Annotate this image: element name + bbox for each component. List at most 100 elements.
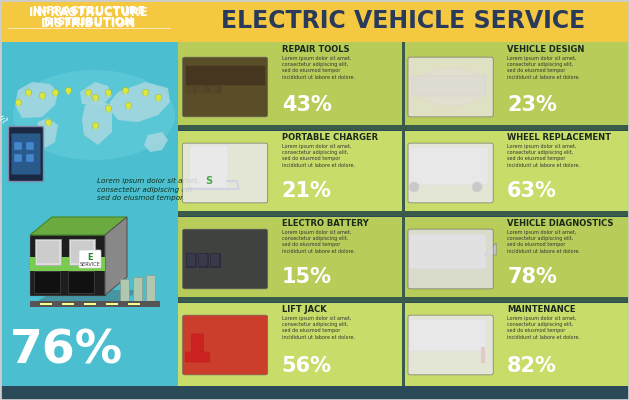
Text: 43%: 43% (282, 95, 331, 115)
Polygon shape (110, 82, 170, 122)
Text: DISTRIBUTION: DISTRIBUTION (45, 17, 133, 27)
FancyBboxPatch shape (146, 275, 155, 301)
FancyBboxPatch shape (178, 211, 629, 216)
FancyBboxPatch shape (211, 86, 214, 93)
FancyBboxPatch shape (402, 300, 405, 386)
Text: INFRASTRUCTURE: INFRASTRUCTURE (29, 6, 149, 19)
Circle shape (409, 182, 419, 192)
Text: ELECTRIC VEHICLE SERVICE: ELECTRIC VEHICLE SERVICE (221, 9, 586, 33)
FancyBboxPatch shape (30, 257, 105, 271)
Text: 78%: 78% (507, 267, 557, 287)
Polygon shape (15, 82, 58, 118)
Polygon shape (80, 82, 112, 105)
Text: Lorem ipsum dolor sit amet,
consectetur adipiscing elit,
sed do eiusmod tempor
i: Lorem ipsum dolor sit amet, consectetur … (507, 144, 580, 168)
Polygon shape (36, 118, 58, 148)
FancyBboxPatch shape (11, 134, 40, 174)
Text: Lorem ipsum dolor sit amet,
consectetur adipiscing elit,
sed do eiusmod tempor
i: Lorem ipsum dolor sit amet, consectetur … (507, 56, 580, 80)
FancyBboxPatch shape (186, 253, 196, 267)
FancyBboxPatch shape (62, 303, 74, 305)
FancyBboxPatch shape (409, 147, 488, 185)
FancyBboxPatch shape (408, 315, 493, 375)
FancyBboxPatch shape (0, 0, 178, 386)
FancyBboxPatch shape (0, 0, 178, 42)
FancyBboxPatch shape (182, 315, 268, 375)
FancyBboxPatch shape (209, 253, 220, 267)
FancyBboxPatch shape (178, 217, 403, 300)
Text: Lorem ipsum dolor sit amet,
consectetur adipiscing elit,
sed do eiusmod tempor
i: Lorem ipsum dolor sit amet, consectetur … (282, 230, 355, 254)
FancyBboxPatch shape (34, 271, 60, 293)
Text: Lorem ipsum dolor sit amet,
consectetur adipiscing elit,
sed do eiusmod tempor
i: Lorem ipsum dolor sit amet, consectetur … (282, 316, 355, 340)
Text: 63%: 63% (507, 181, 557, 201)
FancyBboxPatch shape (178, 131, 403, 214)
FancyBboxPatch shape (199, 86, 203, 93)
FancyBboxPatch shape (408, 57, 493, 117)
Polygon shape (144, 132, 168, 152)
Polygon shape (484, 243, 496, 255)
Text: ELECTRO BATTERY: ELECTRO BATTERY (282, 219, 369, 228)
FancyBboxPatch shape (37, 241, 59, 263)
FancyBboxPatch shape (187, 254, 194, 266)
Text: MAINTENANCE: MAINTENANCE (507, 305, 576, 314)
FancyBboxPatch shape (404, 303, 629, 386)
FancyBboxPatch shape (30, 301, 160, 307)
Text: 82%: 82% (507, 356, 557, 376)
Circle shape (472, 182, 482, 192)
Text: S: S (205, 176, 213, 186)
FancyBboxPatch shape (106, 303, 118, 305)
Ellipse shape (416, 68, 486, 106)
Text: 76%: 76% (10, 329, 123, 374)
FancyBboxPatch shape (84, 303, 96, 305)
FancyBboxPatch shape (0, 386, 629, 400)
Text: 56%: 56% (282, 356, 331, 376)
Text: REPAIR TOOLS: REPAIR TOOLS (282, 45, 349, 54)
FancyBboxPatch shape (40, 303, 52, 305)
FancyBboxPatch shape (14, 154, 22, 162)
Text: INFRASTRUCTURE: INFRASTRUCTURE (33, 6, 145, 16)
Text: DISTRIBUTION: DISTRIBUTION (42, 17, 136, 30)
Text: Lorem ipsum dolor sit amet,
consectetur adipiscing elit,
sed do eiusmod tempor.: Lorem ipsum dolor sit amet, consectetur … (97, 178, 199, 202)
Polygon shape (82, 100, 112, 145)
FancyBboxPatch shape (189, 146, 228, 188)
FancyBboxPatch shape (198, 253, 208, 267)
FancyBboxPatch shape (178, 125, 629, 130)
FancyBboxPatch shape (216, 86, 221, 93)
FancyBboxPatch shape (69, 239, 95, 265)
Text: LIFT JACK: LIFT JACK (282, 305, 326, 314)
FancyBboxPatch shape (409, 319, 486, 351)
Text: PORTABLE CHARGER: PORTABLE CHARGER (282, 133, 378, 142)
Text: VEHICLE DIAGNOSTICS: VEHICLE DIAGNOSTICS (507, 219, 614, 228)
FancyBboxPatch shape (178, 297, 629, 302)
FancyBboxPatch shape (182, 57, 268, 117)
FancyBboxPatch shape (402, 42, 405, 128)
FancyBboxPatch shape (79, 250, 101, 268)
FancyBboxPatch shape (30, 235, 105, 295)
FancyBboxPatch shape (204, 86, 208, 93)
FancyBboxPatch shape (187, 86, 191, 93)
FancyBboxPatch shape (404, 42, 629, 128)
Text: E: E (87, 252, 93, 262)
Text: 21%: 21% (282, 181, 331, 201)
Text: Lorem ipsum dolor sit amet,
consectetur adipiscing elit,
sed do eiusmod tempor
i: Lorem ipsum dolor sit amet, consectetur … (507, 230, 580, 254)
FancyBboxPatch shape (182, 143, 268, 203)
FancyBboxPatch shape (26, 154, 34, 162)
Polygon shape (35, 290, 140, 303)
Text: 15%: 15% (282, 267, 331, 287)
Polygon shape (105, 217, 127, 295)
Text: VEHICLE DESIGN: VEHICLE DESIGN (507, 45, 584, 54)
FancyBboxPatch shape (178, 42, 403, 128)
Text: WHEEL REPLACEMENT: WHEEL REPLACEMENT (507, 133, 611, 142)
FancyBboxPatch shape (182, 229, 268, 289)
FancyBboxPatch shape (133, 277, 142, 301)
FancyBboxPatch shape (408, 229, 493, 289)
Text: Lorem ipsum dolor sit amet,
consectetur adipiscing elit,
sed do eiusmod tempor
i: Lorem ipsum dolor sit amet, consectetur … (282, 56, 355, 80)
Polygon shape (30, 217, 127, 235)
FancyBboxPatch shape (404, 131, 629, 214)
FancyBboxPatch shape (402, 214, 405, 300)
FancyBboxPatch shape (178, 303, 403, 386)
FancyBboxPatch shape (191, 334, 204, 358)
FancyBboxPatch shape (199, 254, 206, 266)
FancyBboxPatch shape (404, 217, 629, 300)
FancyBboxPatch shape (14, 142, 22, 150)
Text: 23%: 23% (507, 95, 557, 115)
FancyBboxPatch shape (409, 234, 486, 269)
